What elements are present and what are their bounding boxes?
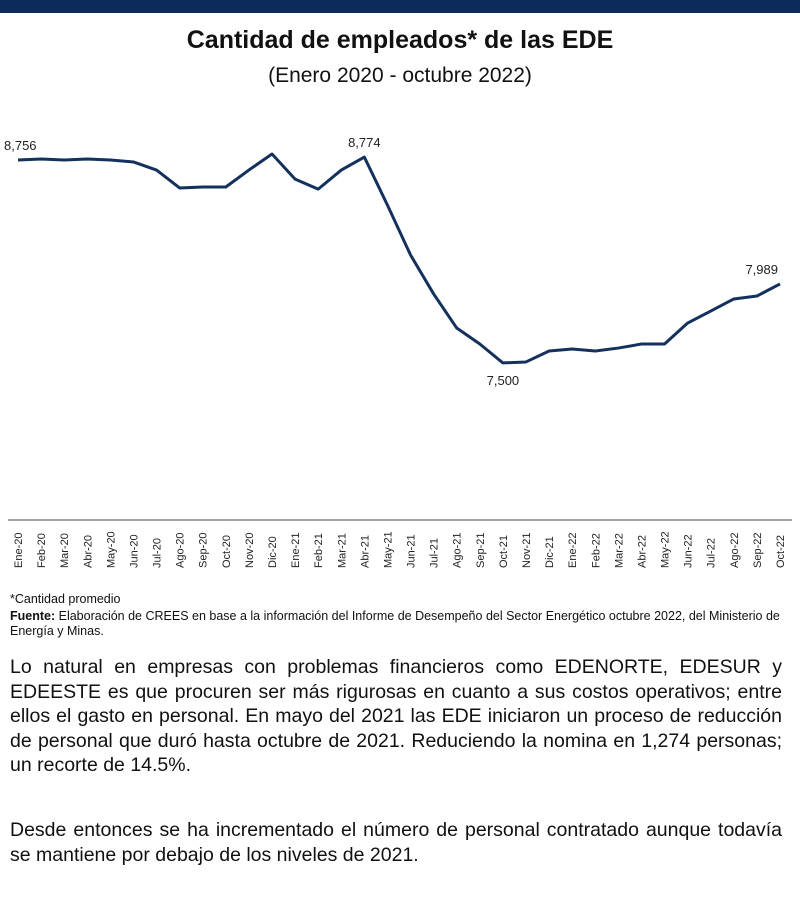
x-tick-label: Oct-20 [221, 535, 233, 568]
data-label: 7,500 [487, 373, 520, 388]
x-tick-label: Nov-21 [521, 533, 533, 568]
x-tick-label: Ago-22 [729, 533, 741, 568]
x-tick-label: Mar-22 [613, 533, 625, 568]
x-tick-label: Feb-22 [590, 533, 602, 568]
x-tick-label: May-21 [382, 531, 394, 568]
source-note: Fuente: Elaboración de CREES en base a l… [10, 609, 780, 639]
data-label: 8,774 [348, 135, 381, 150]
x-tick-label: Dic-21 [544, 536, 556, 568]
x-tick-label: Sep-22 [752, 533, 764, 568]
x-tick-label: Dic-20 [267, 536, 279, 568]
x-tick-label: Mar-20 [59, 533, 71, 568]
top-bar [0, 0, 800, 13]
x-tick-label: Ene-20 [13, 533, 25, 568]
data-label: 7,989 [745, 262, 778, 277]
x-tick-label: Ene-22 [567, 533, 579, 568]
x-tick-label: Ago-21 [452, 533, 464, 568]
x-tick-label: Abr-22 [636, 535, 648, 568]
x-tick-label: Oct-21 [498, 535, 510, 568]
data-label: 8,756 [4, 138, 37, 153]
x-tick-label: Ago-20 [175, 533, 187, 568]
chart-title: Cantidad de empleados* de las EDE [186, 26, 614, 54]
x-tick-label: Jul-21 [429, 538, 441, 568]
x-tick-label: Nov-20 [244, 533, 256, 568]
x-tick-label: Jul-22 [706, 538, 718, 568]
chart-subtitle: (Enero 2020 - octubre 2022) [268, 64, 532, 87]
x-tick-label: Sep-20 [198, 533, 210, 568]
x-tick-label: Mar-21 [336, 533, 348, 568]
line-chart: Ene-20 Feb-20 Mar-20 Abr-20 May-20 Jun-20 Jul-… [4, 135, 792, 568]
source-label: Fuente: [10, 609, 56, 623]
x-tick-label: Sep-21 [475, 533, 487, 568]
footnote: *Cantidad promedio [10, 592, 121, 606]
x-tick-label: Feb-21 [313, 533, 325, 568]
x-tick-label: Jun-20 [128, 534, 140, 568]
x-tick-label: May-22 [660, 531, 672, 568]
x-tick-label: Abr-21 [359, 535, 371, 568]
series-line [17, 152, 781, 365]
paragraph-2: Desde entonces se ha incrementado el núm… [10, 819, 782, 866]
x-tick-label: May-20 [105, 531, 117, 568]
source-text: Elaboración de CREES en base a la inform… [10, 609, 780, 638]
paragraph-1: Lo natural en empresas con problemas fin… [10, 656, 782, 776]
x-tick-label: Oct-22 [775, 535, 787, 568]
x-tick-label: Ene-21 [290, 533, 302, 568]
x-tick-label: Feb-20 [36, 533, 48, 568]
x-tick-label: Jun-21 [406, 534, 418, 568]
x-tick-label: Abr-20 [82, 535, 94, 568]
x-tick-label: Jul-20 [152, 538, 164, 568]
x-tick-label: Jun-22 [683, 534, 695, 568]
